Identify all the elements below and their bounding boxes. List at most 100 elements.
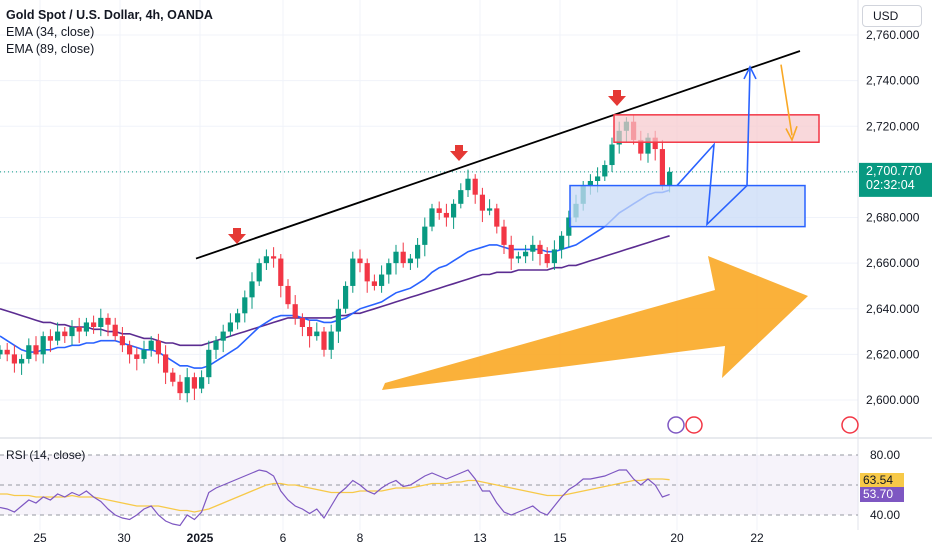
- projection-arrowhead: [743, 65, 757, 80]
- symbol-title[interactable]: Gold Spot / U.S. Dollar, 4h, OANDA: [6, 8, 213, 22]
- time-axis-label: 13: [473, 531, 487, 545]
- candle-body: [544, 254, 550, 264]
- candle-body: [299, 317, 305, 327]
- candle-body: [184, 377, 190, 394]
- time-axis-label: 2025: [187, 531, 214, 545]
- candle-body: [357, 258, 363, 264]
- candle-body: [595, 176, 601, 181]
- candle-body: [148, 340, 154, 350]
- candle-body: [83, 322, 89, 332]
- candle-body: [242, 297, 248, 314]
- candle-body: [343, 285, 349, 309]
- candle-body: [177, 381, 183, 394]
- candle-body: [451, 203, 457, 218]
- candle-body: [530, 244, 536, 252]
- candle-body: [271, 256, 277, 259]
- candle-body: [551, 249, 557, 264]
- candle-body: [350, 258, 356, 286]
- rsi-axis-label: 80.00: [870, 448, 900, 462]
- candle-body: [163, 354, 169, 373]
- candle-body: [501, 226, 507, 245]
- candle-body: [285, 285, 291, 305]
- rsi-value-tag: 53.70: [860, 487, 904, 503]
- candle-body: [458, 190, 464, 204]
- uptrend-arrow-icon: [382, 256, 808, 390]
- sell-signal-icon: [450, 145, 468, 161]
- candle-body: [249, 281, 255, 298]
- ema89-legend[interactable]: EMA (89, close): [6, 42, 95, 56]
- candle-body: [609, 144, 615, 166]
- candle-body: [191, 377, 197, 389]
- candle-body: [19, 358, 25, 364]
- candle-body: [386, 263, 392, 275]
- currency-button[interactable]: USD: [862, 5, 922, 27]
- price-axis-label: 2,660.000: [866, 256, 920, 270]
- candle-body: [170, 372, 176, 382]
- candle-body: [11, 354, 17, 364]
- price-axis-label: 2,620.000: [866, 347, 920, 361]
- candle-body: [436, 208, 442, 213]
- us-flag-icon: [685, 416, 703, 434]
- candle-body: [0, 349, 3, 355]
- resistance-trendline: [195, 50, 801, 260]
- candle-body: [278, 258, 284, 286]
- candle-body: [26, 345, 32, 359]
- candle-body: [659, 149, 665, 186]
- sell-zone-box: [613, 114, 820, 143]
- candle-body: [76, 327, 82, 332]
- us-flag-icon: [841, 416, 859, 434]
- candle-body: [364, 263, 370, 282]
- ema89-line: [0, 235, 670, 347]
- sell-signal-icon: [228, 228, 246, 244]
- candle-body: [105, 317, 111, 325]
- rsi-legend[interactable]: RSI (14, close): [6, 448, 86, 462]
- candle-body: [638, 139, 644, 154]
- candle-body: [472, 178, 478, 195]
- last-price-tag-bg: [859, 162, 932, 197]
- candle-body: [127, 345, 133, 355]
- time-axis-label: 20: [670, 531, 684, 545]
- time-axis-label: 22: [750, 531, 764, 545]
- rsi-axis-label: 40.00: [870, 508, 900, 522]
- candle-body: [220, 331, 226, 341]
- candle-body: [256, 263, 262, 282]
- time-axis-label: 25: [33, 531, 47, 545]
- candle-body: [443, 212, 449, 218]
- pullback-arrowhead: [785, 125, 798, 142]
- price-axis-label: 2,640.000: [866, 302, 920, 316]
- pullback-path: [780, 64, 793, 136]
- candle-body: [487, 208, 493, 211]
- price-axis-label: 2,760.000: [866, 28, 920, 42]
- candle-body: [515, 256, 521, 259]
- candle-body: [155, 340, 161, 355]
- price-axis-label: 2,720.000: [866, 119, 920, 133]
- candle-body: [292, 304, 298, 318]
- rsi-line: [0, 469, 670, 527]
- candle-body: [119, 336, 125, 346]
- candle-body: [98, 317, 104, 327]
- candle-body: [479, 194, 485, 211]
- candle-body: [4, 349, 10, 355]
- candle-body: [335, 308, 341, 332]
- event-icon: [667, 416, 685, 434]
- candle-body: [393, 251, 399, 264]
- candle-body: [407, 258, 413, 264]
- rsi-ma-value-tag: 63.54: [860, 472, 904, 488]
- candle-body: [134, 354, 140, 359]
- candle-body: [566, 217, 572, 236]
- price-axis-label: 2,600.000: [866, 393, 920, 407]
- candle-body: [379, 274, 385, 286]
- candle-body: [314, 331, 320, 337]
- bar-countdown: 02:32:04: [866, 177, 915, 192]
- candle-body: [523, 251, 529, 257]
- ema34-legend[interactable]: EMA (34, close): [6, 25, 95, 39]
- candle-body: [371, 281, 377, 286]
- candle-body: [33, 345, 39, 355]
- candle-body: [235, 313, 241, 323]
- candle-body: [400, 251, 406, 264]
- candle-body: [55, 331, 61, 341]
- candle-body: [40, 336, 46, 355]
- candle-body: [508, 244, 514, 259]
- candle-body: [112, 324, 118, 337]
